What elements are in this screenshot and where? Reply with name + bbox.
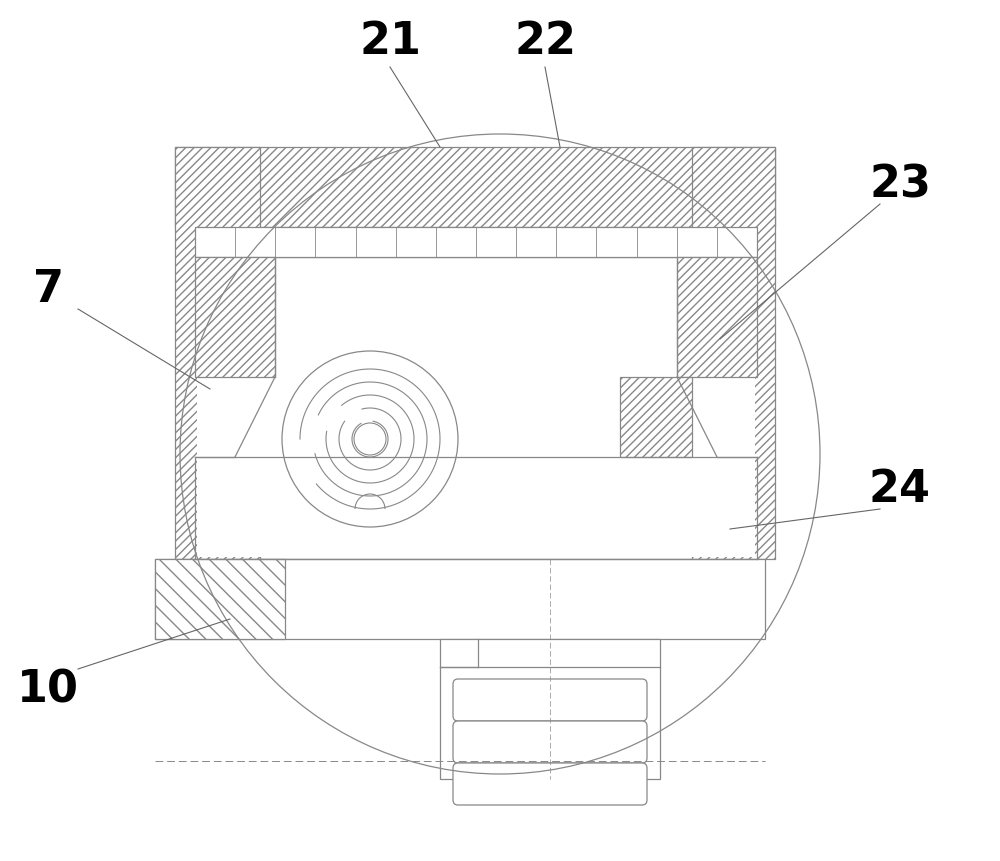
Bar	[155, 560, 285, 639]
Text: 24: 24	[869, 468, 931, 511]
Bar	[155, 560, 765, 639]
Text: 7: 7	[33, 268, 64, 311]
Text: 21: 21	[359, 21, 421, 64]
Bar	[197, 260, 755, 557]
FancyBboxPatch shape	[453, 679, 647, 722]
Bar	[195, 228, 757, 257]
Bar	[195, 257, 757, 560]
Bar	[692, 148, 775, 560]
Bar	[620, 378, 692, 457]
Bar	[440, 639, 660, 779]
Text: 23: 23	[869, 164, 931, 207]
Text: 10: 10	[17, 668, 79, 710]
Bar	[677, 257, 757, 378]
Text: 22: 22	[514, 21, 576, 64]
FancyBboxPatch shape	[453, 722, 647, 763]
Bar	[195, 257, 275, 378]
FancyBboxPatch shape	[453, 763, 647, 805]
Bar	[175, 148, 260, 560]
Bar	[175, 148, 775, 228]
